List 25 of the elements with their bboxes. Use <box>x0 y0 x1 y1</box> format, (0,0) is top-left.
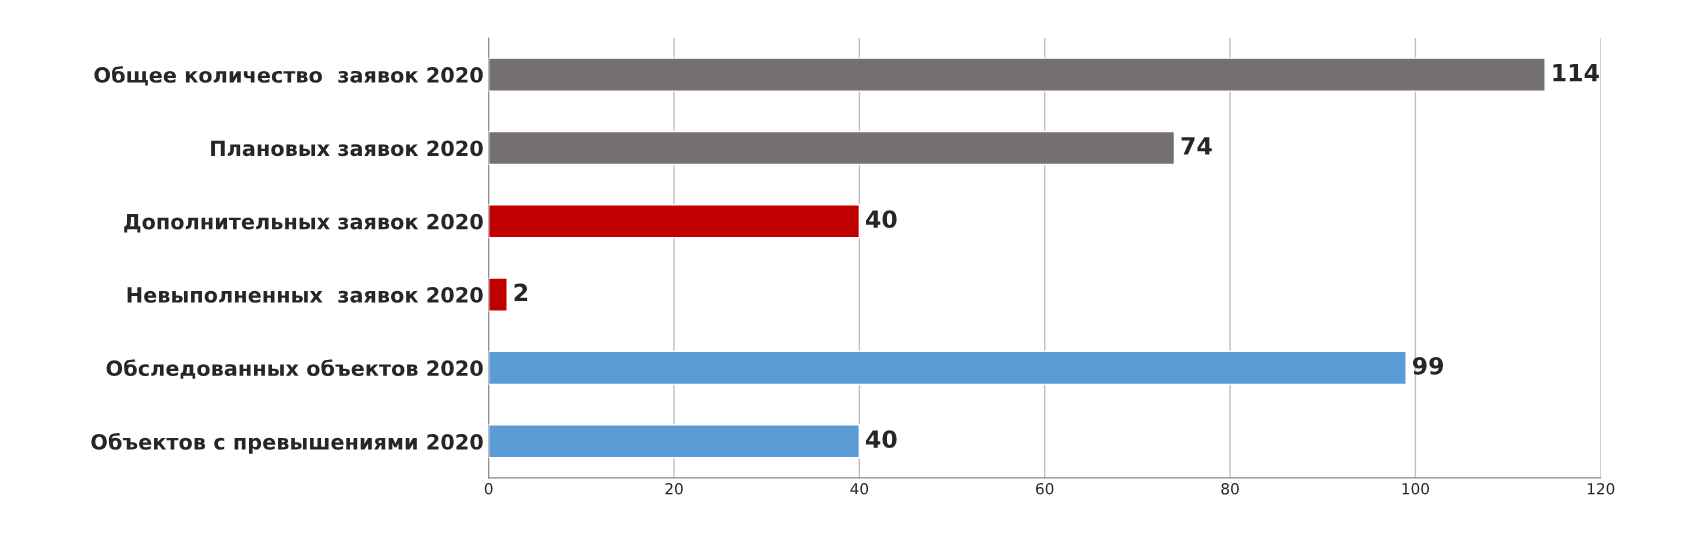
y-tick-label: Общее количество заявок 2020 <box>94 66 483 86</box>
y-tick-label: Обследованных объектов 2020 <box>106 359 483 379</box>
data-label: 74 <box>1181 137 1212 155</box>
data-label: 40 <box>865 210 897 229</box>
x-tick-label: 80 <box>1221 482 1239 495</box>
x-tick-label: 20 <box>665 482 683 495</box>
bar <box>488 350 1407 386</box>
data-label: 2 <box>514 283 528 302</box>
data-label: 40 <box>865 430 897 449</box>
bar <box>488 423 861 459</box>
y-tick-label: Плановых заявок 2020 <box>211 140 483 157</box>
y-tick-label: Объектов с превышениями 2020 <box>91 432 483 454</box>
x-tick-label: 120 <box>1587 482 1615 495</box>
x-tick-label: 0 <box>484 482 493 495</box>
bar <box>488 57 1546 92</box>
bar <box>488 277 508 312</box>
y-tick-label: Невыполненных заявок 2020 <box>127 287 483 303</box>
bar <box>488 130 1176 166</box>
bar <box>488 204 861 239</box>
data-label: 99 <box>1412 356 1444 375</box>
y-tick-label: Дополнительных заявок 2020 <box>124 213 483 233</box>
x-tick-label: 100 <box>1402 482 1429 495</box>
x-tick-label: 60 <box>1036 482 1054 495</box>
x-tick-label: 40 <box>850 482 869 495</box>
data-label: 114 <box>1553 63 1599 82</box>
